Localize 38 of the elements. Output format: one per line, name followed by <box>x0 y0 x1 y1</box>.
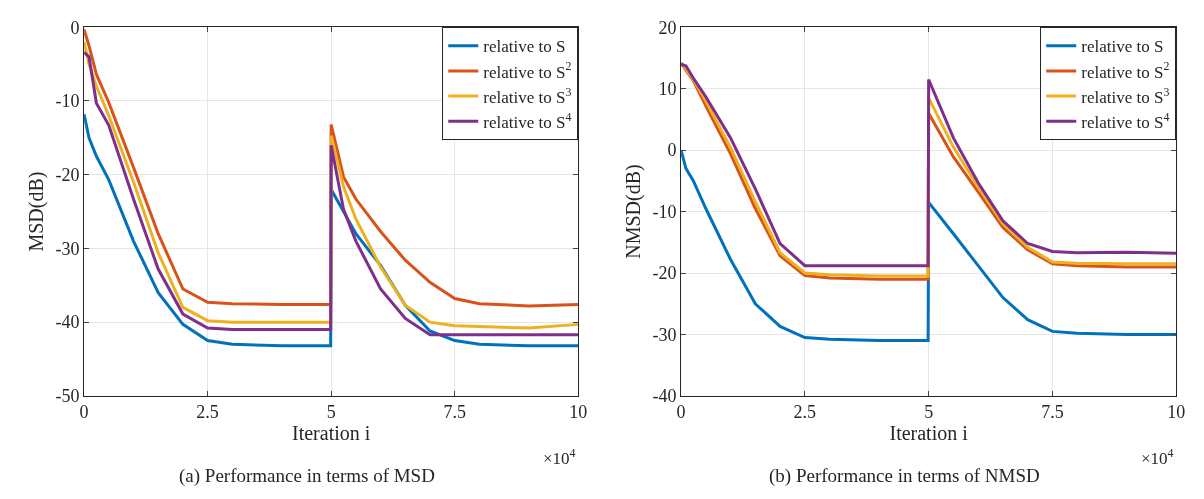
y-axis-title: MSD(dB) <box>24 171 48 252</box>
text: ×10$^{4}$ <box>1141 446 1174 469</box>
x-tick-label: 7.5 <box>443 402 466 423</box>
y-tick-label: -40 <box>55 312 80 333</box>
y-tick-label: 10 <box>658 79 677 100</box>
y-tick-label: -30 <box>652 324 677 345</box>
text: (b) Performance in terms of NMSD <box>769 465 1040 487</box>
y-tick-label: -50 <box>55 386 80 407</box>
y-tick-label: 20 <box>658 17 677 38</box>
line-series <box>681 148 1177 343</box>
x-tick-label: 2.5 <box>196 402 219 423</box>
x-axis-title: Iteration i <box>292 422 371 445</box>
x-tick-label: 2.5 <box>793 402 817 423</box>
y-tick-label: 0 <box>70 17 80 38</box>
legend-label: relative to S$^{4}$ <box>1081 109 1170 132</box>
y-axis-title: NMSD(dB) <box>621 164 645 259</box>
x-tick-label: 7.5 <box>1041 402 1064 423</box>
y-tick-label: -10 <box>652 201 677 222</box>
y-tick-label: -20 <box>652 263 677 284</box>
legend-label: relative to S$^{3}$ <box>483 84 572 107</box>
y-tick-label: 0 <box>667 140 677 161</box>
legend-label: relative to S$^{3}$ <box>1081 84 1170 107</box>
x-axis-title: Iteration i <box>889 422 969 445</box>
x-tick-label: 5 <box>924 402 934 423</box>
legend-label: relative to S <box>1081 37 1164 57</box>
y-tick-label: -20 <box>55 165 80 186</box>
legend-label: relative to S$^{4}$ <box>483 109 572 132</box>
x-tick-label: 10 <box>1167 402 1186 423</box>
x-tick-label: 10 <box>569 402 588 423</box>
y-tick-label: -40 <box>652 386 677 407</box>
y-tick-label: -30 <box>55 238 80 259</box>
legend-label: relative to S$^{2}$ <box>483 59 572 82</box>
text: (a) Performance in terms of MSD <box>179 465 435 487</box>
legend-label: relative to S$^{2}$ <box>1081 59 1170 82</box>
x-tick-label: 5 <box>326 402 336 423</box>
text: ×10$^{4}$ <box>543 446 576 469</box>
y-tick-label: -10 <box>55 91 80 112</box>
legend-label: relative to S <box>483 37 566 57</box>
